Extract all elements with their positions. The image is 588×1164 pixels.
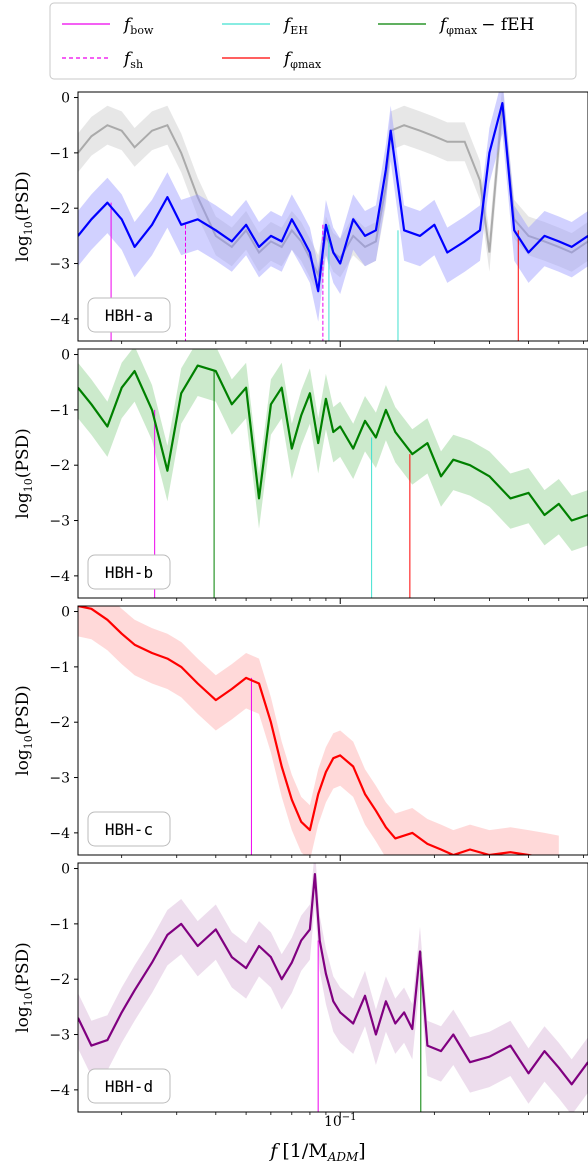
y-tick-label: −3 bbox=[49, 1028, 70, 1044]
y-tick-label: −3 bbox=[49, 257, 70, 273]
legend-entry-2: fφmax − fEH bbox=[378, 15, 534, 37]
y-tick-label: −2 bbox=[49, 201, 70, 217]
y-tick-label: −1 bbox=[49, 403, 70, 419]
panel-tag: HBH-a bbox=[87, 297, 171, 333]
y-axis-label: log10(PSD) bbox=[13, 171, 35, 262]
y-tick-label: −2 bbox=[49, 972, 70, 988]
legend-frame bbox=[49, 2, 577, 80]
panel-frame bbox=[77, 91, 588, 342]
panel-tag: HBH-d bbox=[87, 1068, 171, 1104]
y-axis-label: log10(PSD) bbox=[13, 428, 35, 519]
y-tick-label: −1 bbox=[49, 146, 70, 162]
y-axis-label: log10(PSD) bbox=[13, 942, 35, 1033]
panel-tag-label: HBH-d bbox=[105, 1077, 153, 1096]
series-line-hbh-d bbox=[78, 873, 588, 1086]
series-line-hbh-a bbox=[78, 102, 588, 293]
legend-label-1: fEH bbox=[282, 15, 308, 37]
panel-tag: HBH-c bbox=[87, 811, 171, 847]
legend-label-0: fbow bbox=[122, 15, 154, 37]
x-tick-label: 10−1 bbox=[324, 1112, 357, 1130]
panel-hbh-b: 0 −1 −2 −3 −4 log10(PSD) HBH-b bbox=[13, 348, 588, 604]
legend-entry-4: fφmax bbox=[222, 49, 322, 71]
legend-label-2: fφmax − fEH bbox=[438, 15, 534, 37]
panel-tag-label: HBH-a bbox=[105, 306, 153, 325]
y-axis-label: log10(PSD) bbox=[13, 685, 35, 776]
series-line-hbh-c bbox=[78, 606, 535, 855]
y-tick-label: −4 bbox=[49, 569, 70, 585]
series-line-hbh-b bbox=[78, 364, 588, 522]
y-tick-label: 0 bbox=[61, 605, 70, 621]
uncertainty-band bbox=[78, 863, 588, 1112]
panel-frame bbox=[77, 605, 588, 856]
y-tick-label: −4 bbox=[49, 1083, 70, 1099]
panel-tag-label: HBH-b bbox=[105, 563, 153, 582]
uncertainty-band bbox=[78, 349, 588, 551]
panel-frame bbox=[77, 348, 588, 599]
y-tick-label: −1 bbox=[49, 917, 70, 933]
y-tick-label: −4 bbox=[49, 826, 70, 842]
y-tick-label: −4 bbox=[49, 312, 70, 328]
legend-label-3: fsh bbox=[122, 49, 143, 71]
panel-tag-label: HBH-c bbox=[105, 820, 153, 839]
panel-hbh-c: 0 −1 −2 −3 −4 log10(PSD) HBH-c bbox=[13, 605, 588, 861]
y-tick-label: −2 bbox=[49, 458, 70, 474]
y-tick-label: 0 bbox=[61, 348, 70, 364]
x-axis-label: f [1/MADM] bbox=[268, 1140, 365, 1164]
legend-entry-3: fsh bbox=[62, 49, 143, 71]
uncertainty-band bbox=[78, 606, 559, 855]
y-tick-label: −3 bbox=[49, 514, 70, 530]
legend-label-4: fφmax bbox=[282, 49, 322, 71]
y-tick-label: −3 bbox=[49, 771, 70, 787]
panel-hbh-a: 0 −1 −2 −3 −4 log10(PSD) HBH-a bbox=[13, 91, 588, 347]
panel-frame bbox=[77, 862, 588, 1113]
legend-entry-0: fbow bbox=[62, 15, 154, 37]
legend: fbow fEH fφmax − fEH fsh fφmax bbox=[49, 2, 577, 80]
y-tick-label: −1 bbox=[49, 660, 70, 676]
legend-entry-1: fEH bbox=[222, 15, 308, 37]
y-tick-label: 0 bbox=[61, 862, 70, 878]
panel-tag: HBH-b bbox=[87, 554, 171, 590]
uncertainty-band bbox=[78, 92, 588, 322]
y-tick-label: −2 bbox=[49, 715, 70, 731]
panel-hbh-d: 0 −1 −2 −3 −4 log10(PSD) HBH-d bbox=[13, 862, 588, 1118]
y-tick-label: 0 bbox=[61, 91, 70, 107]
